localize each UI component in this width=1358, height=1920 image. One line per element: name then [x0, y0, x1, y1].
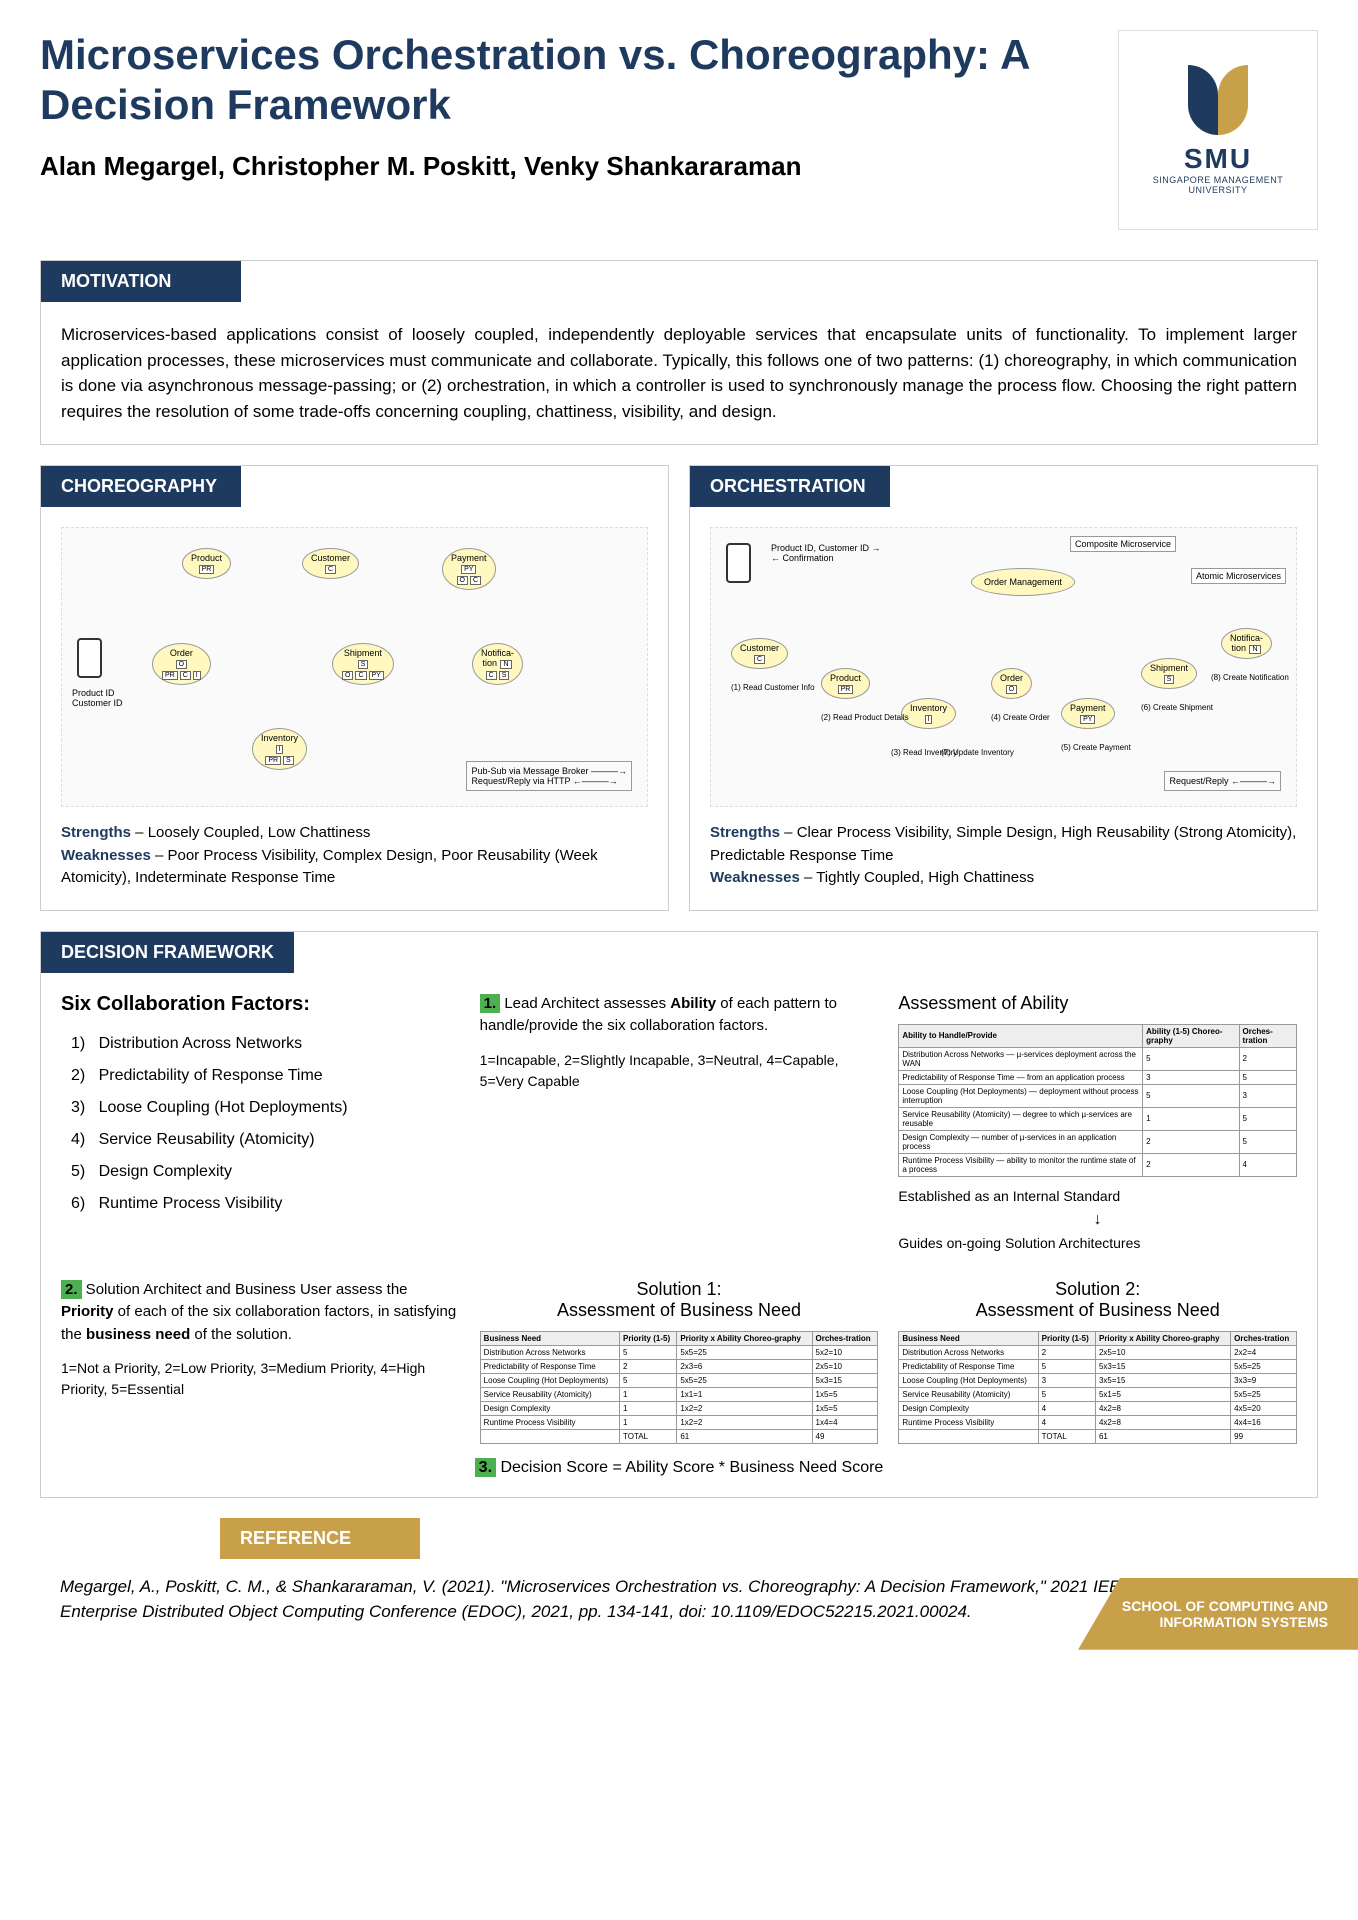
payment-node: PaymentPY [1061, 698, 1115, 729]
orchestration-strengths-weaknesses: Strengths – Clear Process Visibility, Si… [710, 822, 1297, 890]
guide1: Established as an Internal Standard [898, 1187, 1297, 1207]
university-logo: SMU SINGAPORE MANAGEMENT UNIVERSITY [1118, 30, 1318, 230]
solution2-column: Solution 2:Assessment of Business Need B… [898, 1279, 1297, 1444]
notification-node: Notifica-tion N [1221, 628, 1272, 659]
step1-num: 1. [480, 994, 501, 1013]
orchestration-header: ORCHESTRATION [690, 466, 890, 507]
motivation-text: Microservices-based applications consist… [61, 322, 1297, 424]
customer-node: CustomerC [731, 638, 788, 669]
phone-icon [77, 638, 102, 678]
framework-section: DECISION FRAMEWORK Six Collaboration Fac… [40, 931, 1318, 1498]
poster-authors: Alan Megargel, Christopher M. Poskitt, V… [40, 151, 1088, 182]
weaknesses-label: Weaknesses [710, 869, 800, 886]
phone-icon [726, 543, 751, 583]
poster-title: Microservices Orchestration vs. Choreogr… [40, 30, 1088, 131]
inventory-node: InventoryI [901, 698, 956, 729]
notification-node: Notifica-tion NCS [472, 643, 523, 685]
factor-item: 5) Design Complexity [71, 1156, 460, 1188]
factor-item: 6) Runtime Process Visibility [71, 1188, 460, 1220]
input-label: Product IDCustomer ID [72, 688, 123, 708]
factor-item: 1) Distribution Across Networks [71, 1028, 460, 1060]
solution1-column: Solution 1:Assessment of Business Need B… [480, 1279, 879, 1444]
motivation-section: MOTIVATION Microservices-based applicati… [40, 260, 1318, 445]
orchestration-diagram: Product ID, Customer ID →← Confirmation … [710, 527, 1297, 807]
factors-column: Six Collaboration Factors: 1) Distributi… [61, 993, 460, 1254]
choreography-diagram: Product IDCustomer ID ProductPR Customer… [61, 527, 648, 807]
logo-subtext: SINGAPORE MANAGEMENT UNIVERSITY [1129, 175, 1307, 195]
choreography-strengths-weaknesses: Strengths – Loosely Coupled, Low Chattin… [61, 822, 648, 890]
step-1: (1) Read Customer Info [731, 683, 815, 692]
ability-table: Ability to Handle/ProvideAbility (1-5) C… [898, 1024, 1297, 1177]
orchestration-section: ORCHESTRATION Product ID, Customer ID →←… [689, 465, 1318, 911]
motivation-header: MOTIVATION [41, 261, 241, 302]
composite-label: Composite Microservice [1070, 536, 1176, 552]
sol2-table: Business NeedPriority (1-5)Priority x Ab… [898, 1331, 1297, 1444]
sol2-title: Solution 2:Assessment of Business Need [898, 1279, 1297, 1321]
shipment-node: ShipmentS [1141, 658, 1197, 689]
step-7: (7) Update Inventory [941, 748, 1014, 757]
weaknesses-label: Weaknesses [61, 847, 151, 864]
step-4: (4) Create Order [991, 713, 1050, 722]
customer-node: CustomerC [302, 548, 359, 579]
order-mgmt-node: Order Management [971, 568, 1075, 596]
flow-labels: Product ID, Customer ID →← Confirmation [771, 543, 881, 563]
shipment-node: ShipmentSOCPY [332, 643, 394, 685]
orchestration-strengths: – Clear Process Visibility, Simple Desig… [710, 824, 1296, 864]
poster-header: Microservices Orchestration vs. Choreogr… [40, 30, 1318, 230]
choreography-strengths: – Loosely Coupled, Low Chattiness [131, 824, 370, 841]
step1-text: Lead Architect assesses Ability of each … [480, 995, 837, 1035]
product-node: ProductPR [182, 548, 231, 579]
ability-column: Assessment of Ability Ability to Handle/… [898, 993, 1297, 1254]
step-5: (5) Create Payment [1061, 743, 1131, 752]
sol1-title: Solution 1:Assessment of Business Need [480, 1279, 879, 1321]
orchestration-weaknesses: – Tightly Coupled, High Chattiness [800, 869, 1034, 886]
step2-scale: 1=Not a Priority, 2=Low Priority, 3=Medi… [61, 1358, 460, 1400]
decision-score: 3. Decision Score = Ability Score * Busi… [61, 1459, 1297, 1477]
inventory-node: InventoryIPRS [252, 728, 307, 770]
school-badge: SCHOOL OF COMPUTING AND INFORMATION SYST… [1078, 1578, 1358, 1650]
choreography-legend: Pub-Sub via Message Broker ———→Request/R… [466, 761, 632, 791]
step-2: (2) Read Product Details [821, 713, 909, 722]
logo-icon [1188, 65, 1248, 135]
order-node: OrderOPRCI [152, 643, 211, 685]
step2-column: 2. Solution Architect and Business User … [61, 1279, 460, 1444]
factor-item: 3) Loose Coupling (Hot Deployments) [71, 1092, 460, 1124]
strengths-label: Strengths [710, 824, 780, 841]
product-node: ProductPR [821, 668, 870, 699]
step2-text: Solution Architect and Business User ass… [61, 1281, 456, 1343]
step-6: (6) Create Shipment [1141, 703, 1213, 712]
sol1-table: Business NeedPriority (1-5)Priority x Ab… [480, 1331, 879, 1444]
guide2: Guides on-going Solution Architectures [898, 1234, 1297, 1254]
step-8: (8) Create Notification [1211, 673, 1289, 682]
choreography-section: CHOREOGRAPHY Product IDCustomer ID Produ… [40, 465, 669, 911]
logo-text: SMU [1184, 143, 1252, 175]
ability-title: Assessment of Ability [898, 993, 1297, 1014]
factors-title: Six Collaboration Factors: [61, 993, 460, 1016]
step2-num: 2. [61, 1280, 82, 1299]
step1-scale: 1=Incapable, 2=Slightly Incapable, 3=Neu… [480, 1050, 879, 1092]
factor-item: 4) Service Reusability (Atomicity) [71, 1124, 460, 1156]
payment-node: PaymentPYOC [442, 548, 496, 590]
order-node: OrderO [991, 668, 1032, 699]
factor-item: 2) Predictability of Response Time [71, 1060, 460, 1092]
factors-list: 1) Distribution Across Networks 2) Predi… [61, 1028, 460, 1220]
strengths-label: Strengths [61, 824, 131, 841]
choreography-header: CHOREOGRAPHY [41, 466, 241, 507]
arrow-down-icon: ↓ [898, 1211, 1297, 1229]
reference-header: REFERENCE [220, 1518, 420, 1559]
step1-column: 1. Lead Architect assesses Ability of ea… [480, 993, 879, 1254]
atomic-label: Atomic Microservices [1191, 568, 1286, 584]
framework-header: DECISION FRAMEWORK [41, 932, 294, 973]
orchestration-legend: Request/Reply ←———→ [1164, 771, 1281, 791]
